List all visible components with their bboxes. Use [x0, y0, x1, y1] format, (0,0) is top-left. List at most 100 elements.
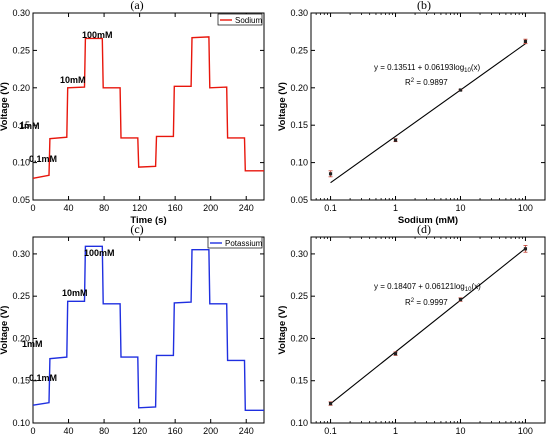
- x-tick-label: 200: [203, 426, 218, 436]
- x-tick-label: 0: [30, 203, 35, 213]
- r2-superscript: 2: [411, 298, 415, 304]
- x-tick-label: 0.1: [324, 426, 337, 436]
- r2-value: = 0.9897: [414, 78, 448, 87]
- y-tick-label: 0.30: [290, 249, 308, 259]
- y-axis-label: Voltage (V): [0, 82, 10, 131]
- y-tick-label: 0.30: [12, 8, 30, 18]
- x-tick-label: 0: [30, 426, 35, 436]
- equation-main: y = 0.13511 + 0.06193log: [374, 63, 464, 72]
- panel-a: (a) 0 40 80 120 160 200 240 0.05 0.10 0.15 0.20 0.25…: [0, 0, 265, 226]
- x-tick-label: 80: [99, 203, 109, 213]
- y-tick-label: 0.10: [12, 418, 30, 428]
- legend-label: Sodium: [235, 16, 262, 25]
- y-tick-label: 0.10: [290, 158, 308, 168]
- y-tick-label: 0.15: [290, 120, 308, 130]
- y-tick-label: 0.25: [12, 45, 30, 55]
- legend-box: [217, 13, 263, 26]
- equation-tail: (x): [471, 282, 481, 291]
- x-tick-label: 160: [168, 426, 183, 436]
- y-tick-label: 0.25: [12, 291, 30, 301]
- fit-line: [330, 43, 526, 184]
- concentration-annotation: 1mM: [19, 121, 40, 131]
- data-point: [523, 247, 528, 251]
- x-tick-label: 240: [239, 203, 254, 213]
- y-tick-label: 0.15: [12, 120, 30, 130]
- x-tick-label: 240: [239, 426, 254, 436]
- plot-frame: [32, 12, 265, 201]
- r-squared: R2 = 0.9997: [405, 298, 448, 307]
- y-tick-label: 0.05: [12, 195, 30, 205]
- series-line-potassium: [32, 245, 264, 411]
- y-axis-label: Voltage (V): [277, 306, 288, 355]
- y-tick-label: 0.15: [290, 376, 308, 386]
- y-tick-label: 0.10: [290, 418, 308, 428]
- y-tick-label: 0.25: [290, 45, 308, 55]
- concentration-annotation: 0.1mM: [29, 373, 57, 383]
- x-tick-label: 100: [518, 426, 533, 436]
- fit-equation: y = 0.18407 + 0.06121log10(x): [374, 282, 481, 293]
- x-tick-label: 10: [455, 203, 465, 213]
- legend: Sodium: [217, 13, 263, 26]
- x-axis-label: Sodium (mM): [398, 215, 458, 226]
- legend-box: [207, 236, 263, 249]
- r2-value: = 0.9997: [414, 298, 448, 307]
- r2-superscript: 2: [411, 78, 415, 84]
- concentration-annotation: 1mM: [22, 339, 43, 349]
- x-tick-label: 160: [168, 203, 183, 213]
- panel-c: (c) 0 40 80 120 160 200 240 0.10 0.15 0.20 0.25 0.30…: [0, 222, 265, 439]
- y-tick-label: 0.25: [290, 291, 308, 301]
- y-tick-label: 0.20: [12, 333, 30, 343]
- x-tick-label: 100: [518, 203, 533, 213]
- panel-label: (c): [130, 222, 143, 236]
- equation-main: y = 0.18407 + 0.06121log: [374, 282, 465, 291]
- y-tick-label: 0.20: [290, 83, 308, 93]
- y-tick-label: 0.30: [290, 8, 308, 18]
- x-tick-label: 120: [132, 426, 147, 436]
- y-tick-label: 0.20: [290, 333, 308, 343]
- x-tick-label: 1: [393, 203, 398, 213]
- y-tick-label: 0.20: [12, 83, 30, 93]
- y-tick-label: 0.30: [12, 249, 30, 259]
- panel-d: (d)0.11101000.100.150.200.250.30Potassiu…: [277, 222, 546, 439]
- fit-line: [330, 247, 526, 405]
- r-squared: R2 = 0.9897: [405, 78, 448, 87]
- fit-equation: y = 0.13511 + 0.06193log10(x): [374, 63, 481, 74]
- x-tick-label: 40: [64, 203, 74, 213]
- data-point: [328, 172, 333, 176]
- data-point: [393, 138, 398, 142]
- x-tick-label: 1: [393, 426, 398, 436]
- legend: Potassium: [207, 236, 263, 249]
- equation-subscript: 10: [464, 68, 471, 74]
- data-point: [523, 39, 528, 44]
- data-point: [458, 297, 463, 302]
- concentration-annotation: 10mM: [62, 288, 88, 298]
- data-point: [393, 352, 398, 356]
- y-tick-label: 0.10: [12, 158, 30, 168]
- concentration-annotation: 100mM: [84, 248, 115, 258]
- panel-label: (b): [417, 0, 431, 12]
- r2-label: R: [405, 78, 411, 87]
- data-point: [458, 88, 463, 92]
- equation-subscript: 10: [465, 287, 472, 293]
- x-tick-label: 40: [64, 426, 74, 436]
- y-axis-label: Voltage (V): [0, 306, 10, 355]
- concentration-annotation: 100mM: [82, 30, 113, 40]
- panel-label: (d): [417, 222, 431, 236]
- legend-label: Potassium: [225, 239, 263, 248]
- y-axis-label: Voltage (V): [277, 82, 288, 131]
- concentration-annotation: 0.1mM: [29, 154, 57, 164]
- panel-b: (b) 0.1 1 10 100 0.05 0.10 0.15 0.20 0.25 0.30 Sodi…: [277, 0, 546, 226]
- panel-label: (a): [130, 0, 143, 12]
- data-point: [328, 401, 333, 406]
- x-tick-label: 200: [203, 203, 218, 213]
- x-axis-label: Time (s): [130, 215, 166, 226]
- x-tick-label: 120: [132, 203, 147, 213]
- equation-tail: (x): [471, 63, 481, 72]
- plot-frame: [310, 12, 546, 201]
- x-tick-label: 10: [455, 426, 465, 436]
- r2-label: R: [405, 298, 411, 307]
- y-tick-label: 0.05: [290, 195, 308, 205]
- y-tick-label: 0.15: [12, 376, 30, 386]
- series-line-sodium: [32, 36, 264, 179]
